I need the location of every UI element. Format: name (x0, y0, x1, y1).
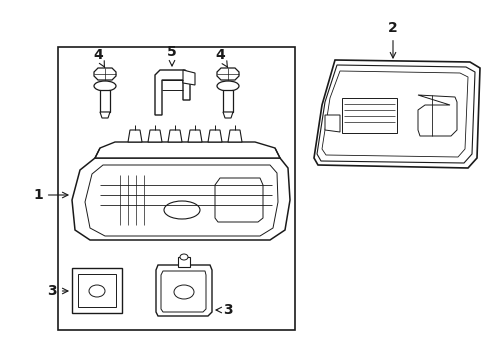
Polygon shape (85, 165, 278, 236)
Polygon shape (215, 178, 263, 222)
Polygon shape (148, 130, 162, 142)
Polygon shape (217, 68, 239, 80)
Ellipse shape (174, 285, 194, 299)
Polygon shape (207, 130, 222, 142)
Polygon shape (316, 65, 474, 163)
Polygon shape (156, 265, 212, 316)
Text: 1: 1 (33, 188, 68, 202)
Bar (58, 47, 294, 330)
Bar (178, 257, 190, 267)
Polygon shape (155, 70, 190, 115)
Ellipse shape (89, 285, 105, 297)
Polygon shape (325, 115, 339, 132)
Polygon shape (168, 130, 182, 142)
Ellipse shape (180, 254, 187, 260)
Polygon shape (72, 158, 289, 240)
Polygon shape (417, 95, 456, 136)
Polygon shape (313, 60, 479, 168)
Polygon shape (223, 112, 232, 118)
Text: 4: 4 (93, 48, 104, 67)
Polygon shape (183, 70, 195, 85)
Bar (223, 90, 232, 112)
Polygon shape (94, 68, 116, 80)
Polygon shape (128, 130, 142, 142)
Polygon shape (161, 271, 205, 312)
Polygon shape (95, 142, 280, 158)
Polygon shape (321, 71, 467, 157)
Ellipse shape (163, 201, 200, 219)
Text: 3: 3 (216, 303, 232, 317)
Polygon shape (227, 130, 242, 142)
Text: 5: 5 (167, 45, 177, 66)
Text: 3: 3 (47, 284, 68, 298)
Polygon shape (100, 112, 110, 118)
Polygon shape (187, 130, 202, 142)
Bar (78, 274, 116, 307)
Bar (100, 90, 110, 112)
Ellipse shape (94, 81, 116, 91)
Bar (341, 98, 396, 133)
Text: 4: 4 (215, 48, 227, 67)
Text: 2: 2 (387, 21, 397, 58)
Ellipse shape (217, 81, 239, 91)
Bar (72, 268, 122, 313)
